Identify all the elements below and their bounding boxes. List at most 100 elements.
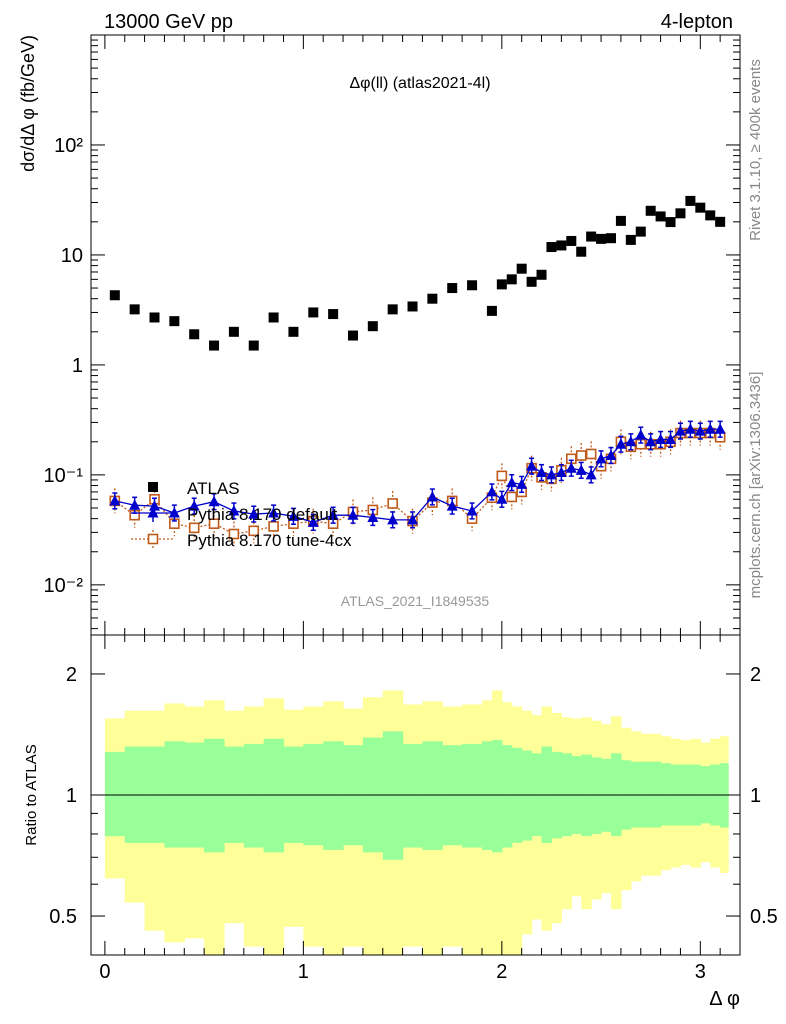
point-pythia-default	[694, 425, 706, 436]
mcplots-label: mcplots.cern.ch [arXiv:1306.3436]	[747, 372, 764, 599]
main-plot-marks	[109, 195, 726, 547]
point-pythia-default	[635, 429, 647, 440]
point-pythia-default	[129, 499, 141, 510]
point-atlas	[596, 233, 607, 244]
point-atlas	[665, 217, 676, 228]
point-atlas	[387, 304, 398, 315]
ratio-y-tick-label: 1	[66, 785, 77, 807]
legend-marker-atlas	[148, 482, 158, 492]
point-pythia-default	[655, 433, 667, 444]
point-pythia-tune-4cx	[496, 470, 508, 482]
x-tick-label: 1	[298, 961, 309, 983]
y-tick-label: 10²	[54, 135, 83, 157]
y-tick-label: 10⁻¹	[44, 465, 84, 487]
point-pythia-default	[387, 513, 399, 525]
point-pythia-default	[109, 494, 121, 506]
point-atlas	[695, 202, 706, 213]
ratio-y-tick-label-right: 1	[750, 785, 761, 807]
main-ylabel: dσ/dΔ φ (fb/GeV)	[18, 35, 38, 172]
point-atlas	[129, 304, 140, 315]
point-atlas	[546, 242, 557, 253]
point-atlas	[149, 312, 160, 323]
ratio-band-stat	[591, 757, 602, 834]
x-tick-label: 2	[496, 961, 507, 983]
point-atlas	[635, 226, 646, 237]
point-pythia-default	[645, 435, 657, 447]
ratio-band-stat	[521, 750, 533, 841]
point-atlas	[506, 274, 517, 285]
point-pythia-tune-4cx	[268, 521, 279, 532]
point-atlas	[715, 216, 726, 227]
point-pythia-default	[575, 464, 587, 475]
ratio-panel: 0 1 2 3 0.5 0.5 1 1 2 2 Ratio to ATLAS Δ φ	[23, 634, 778, 1010]
y-tick-label: 10	[61, 245, 83, 267]
point-atlas	[576, 246, 587, 257]
ratio-band-stat	[660, 763, 672, 826]
point-pythia-default	[665, 433, 677, 444]
point-pythia-default	[516, 478, 528, 489]
point-pythia-default	[555, 466, 567, 478]
point-pythia-tune-4cx	[248, 525, 260, 537]
point-atlas	[467, 280, 478, 291]
point-pythia-default	[466, 504, 478, 516]
point-pythia-default	[287, 510, 299, 521]
point-pythia-default	[496, 493, 508, 504]
point-pythia-default	[149, 500, 161, 511]
point-pythia-default	[585, 468, 597, 480]
point-pythia-default	[486, 485, 498, 497]
ratio-y-tick-label: 2	[66, 664, 77, 686]
point-atlas	[655, 211, 666, 222]
legend: ATLAS Pythia 8.170 default Pythia 8.170 tu…	[131, 479, 352, 550]
y-tick-label: 10⁻²	[44, 575, 84, 597]
ratio-band-stat	[481, 741, 493, 850]
point-pythia-default	[526, 460, 538, 471]
point-pythia-default	[268, 507, 280, 518]
point-atlas	[288, 326, 299, 337]
point-atlas	[675, 208, 686, 219]
point-pythia-default	[407, 513, 419, 525]
point-atlas	[109, 290, 120, 301]
point-atlas	[189, 329, 200, 340]
point-pythia-default	[545, 468, 557, 480]
x-axis-label: Δ φ	[709, 988, 740, 1010]
point-pythia-default	[367, 511, 379, 522]
point-pythia-tune-4cx	[188, 522, 200, 534]
point-pythia-default	[625, 435, 637, 447]
header-left: 13000 GeV pp	[104, 11, 233, 33]
header-right: 4-lepton	[661, 11, 733, 33]
ratio-band-stat	[491, 740, 503, 853]
point-pythia-tune-4cx	[506, 491, 518, 503]
ratio-band-stat	[382, 731, 404, 860]
point-atlas	[169, 316, 180, 327]
point-pythia-default	[347, 509, 359, 520]
point-pythia-default	[674, 425, 686, 436]
main-title: Δφ(ll) (atlas2021-4l)	[349, 75, 490, 92]
point-pythia-default	[188, 500, 200, 511]
point-atlas	[308, 307, 319, 318]
point-pythia-default	[208, 495, 220, 507]
point-pythia-default	[565, 462, 577, 473]
point-atlas	[407, 301, 418, 312]
point-atlas	[268, 312, 279, 323]
point-atlas	[516, 263, 527, 274]
point-pythia-default	[307, 516, 319, 527]
ratio-band-stat	[164, 741, 185, 848]
point-atlas	[605, 233, 616, 244]
point-pythia-default	[595, 452, 607, 464]
y-tick-label: 1	[72, 355, 83, 377]
point-atlas	[347, 330, 358, 341]
point-pythia-default	[446, 500, 458, 511]
rivet-label: Rivet 3.1.10, ≥ 400k events	[747, 59, 764, 241]
ratio-y-tick-label-right: 0.5	[750, 906, 778, 928]
point-atlas	[427, 293, 438, 304]
point-pythia-tune-4cx	[208, 518, 220, 529]
ratio-band-stat	[243, 743, 265, 848]
ratio-band-stat	[104, 751, 126, 837]
legend-marker-pythia-tune-4cx	[147, 533, 159, 545]
point-atlas	[685, 195, 696, 206]
ratio-band-stat	[501, 745, 513, 848]
ratio-band-stat	[204, 738, 225, 853]
point-pythia-tune-4cx	[585, 448, 597, 460]
ratio-band-stat	[422, 741, 443, 850]
point-atlas	[447, 283, 458, 294]
